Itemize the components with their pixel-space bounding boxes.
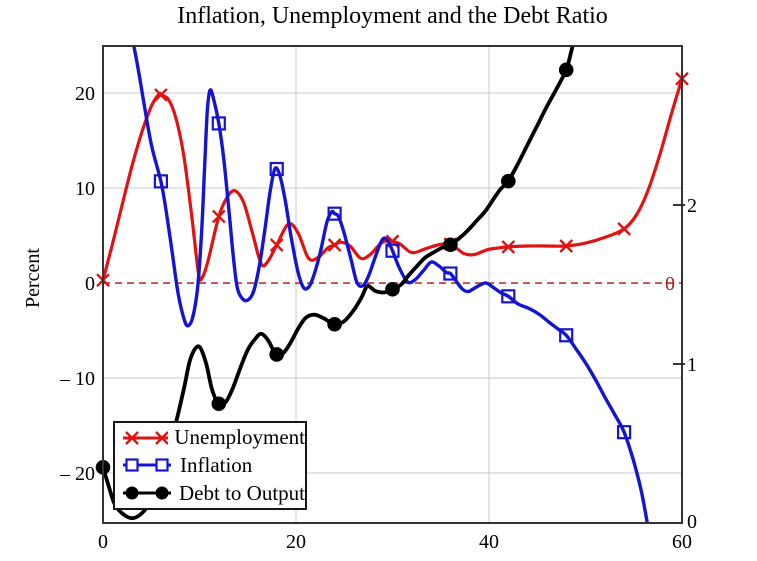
inflation-marker	[501, 289, 516, 304]
inflation-marker	[269, 161, 284, 177]
unemployment-marker	[501, 240, 516, 254]
inflation-marker	[559, 328, 574, 343]
debt-to-output-marker	[385, 281, 400, 297]
left-axis-tick-label: – 10	[59, 368, 95, 390]
zero-marker-label: 0	[665, 273, 675, 295]
inflation-marker	[385, 243, 400, 258]
unemployment-marker	[269, 238, 284, 252]
inflation-curve	[132, 46, 650, 523]
x-axis-tick-label: 0	[98, 531, 108, 553]
legend: Unemployment Inflation Debt to Output	[113, 421, 307, 510]
legend-item: Inflation	[120, 452, 305, 479]
x-axis-tick-label: 60	[672, 531, 692, 553]
legend-label: Unemployment	[174, 425, 305, 450]
y-axis-label: Percent	[22, 248, 44, 308]
debt-to-output-marker	[327, 316, 342, 332]
x-axis-tick-label: 20	[286, 531, 306, 553]
debt-to-output-marker	[443, 237, 458, 253]
debt-to-output-marker	[501, 173, 516, 189]
legend-item: Unemployment	[120, 424, 305, 451]
left-axis-tick-label: – 20	[59, 463, 95, 485]
inflation-marker	[443, 266, 458, 281]
inflation-marker	[327, 206, 342, 221]
left-axis-tick-label: 20	[75, 83, 95, 105]
left-axis-tick-label: 10	[75, 178, 95, 200]
right-axis-tick-label: 1	[687, 354, 697, 376]
unemployment-marker	[327, 238, 342, 252]
plot-frame	[102, 45, 683, 524]
inflation-marker	[616, 425, 632, 440]
right-axis-tick-label: 0	[687, 511, 697, 533]
debt-to-output-curve	[103, 46, 575, 521]
debt-to-output-marker	[269, 347, 285, 362]
inflation-marker	[211, 116, 226, 131]
unemployment-marker	[559, 239, 574, 253]
x-axis-tick-label: 40	[479, 531, 499, 553]
legend-item: Debt to Output	[120, 480, 305, 507]
legend-x-marker-icon	[123, 430, 169, 445]
debt-to-output-marker	[211, 396, 227, 412]
unemployment-marker	[211, 209, 226, 224]
legend-label: Debt to Output	[179, 480, 305, 505]
legend-square-marker-icon	[123, 458, 171, 473]
legend-circle-marker-icon	[123, 486, 171, 500]
inflation-marker	[153, 174, 168, 189]
right-axis-tick-label: 2	[687, 195, 697, 217]
unemployment-marker	[617, 222, 631, 236]
debt-to-output-marker	[558, 62, 574, 78]
legend-label: Inflation	[180, 452, 253, 477]
chart-title: Inflation, Unemployment and the Debt Rat…	[177, 3, 608, 29]
unemployment-marker	[154, 88, 168, 102]
left-axis-tick-label: 0	[85, 273, 95, 295]
